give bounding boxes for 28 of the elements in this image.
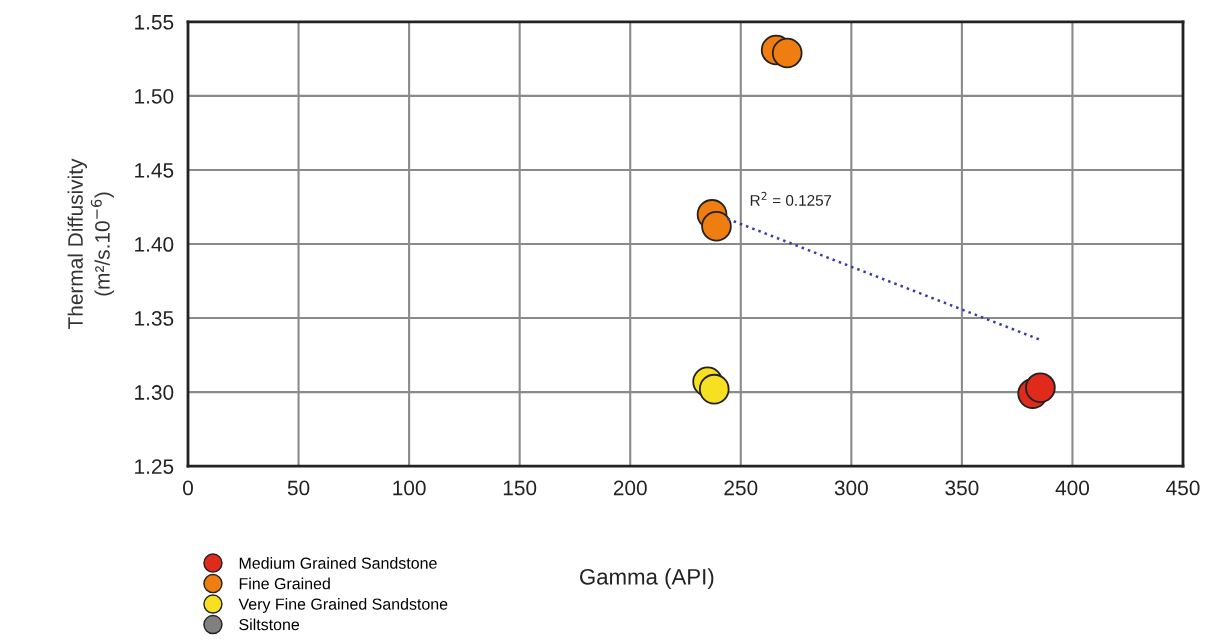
legend-label: Medium Grained Sandstone: [239, 557, 437, 569]
y-tick-label: 1.50: [135, 88, 174, 104]
y-tick-label: 1.35: [135, 311, 174, 326]
x-tick-label: 350: [945, 480, 979, 496]
y-axis-title: Thermal Diffusivity (m²/s.10$^{−6}$): [67, 158, 114, 330]
point: [701, 210, 732, 242]
point: [698, 373, 730, 405]
x-tick-label: 200: [613, 480, 647, 496]
y-tick-label: 1.40: [135, 237, 174, 252]
y-tick-label: 1.30: [135, 385, 174, 400]
x-tick-label: 100: [393, 480, 426, 496]
x-tick-label: 150: [503, 480, 537, 496]
x-tick-label: 0: [183, 480, 193, 496]
x-tick-label: 300: [834, 480, 868, 496]
x-tick-label: 250: [724, 480, 758, 496]
point: [771, 37, 803, 69]
legend-label: Siltstone: [239, 618, 300, 631]
y-tick-label: 1.25: [135, 459, 174, 474]
x-tick-label: 400: [1055, 480, 1090, 496]
y-tick-label: 1.55: [135, 15, 174, 30]
annotation: R$^{2}$ = 0.1257: [750, 191, 832, 206]
x-tick-label: 450: [1166, 480, 1200, 496]
y-tick-label: 1.45: [135, 163, 174, 178]
x-tick-label: 50: [287, 480, 310, 496]
x-axis-title: Gamma (API): [580, 568, 714, 590]
legend-label: Very Fine Grained Sandstone: [238, 598, 448, 613]
legend-label: Fine Grained: [239, 577, 330, 590]
point: [1025, 372, 1056, 403]
